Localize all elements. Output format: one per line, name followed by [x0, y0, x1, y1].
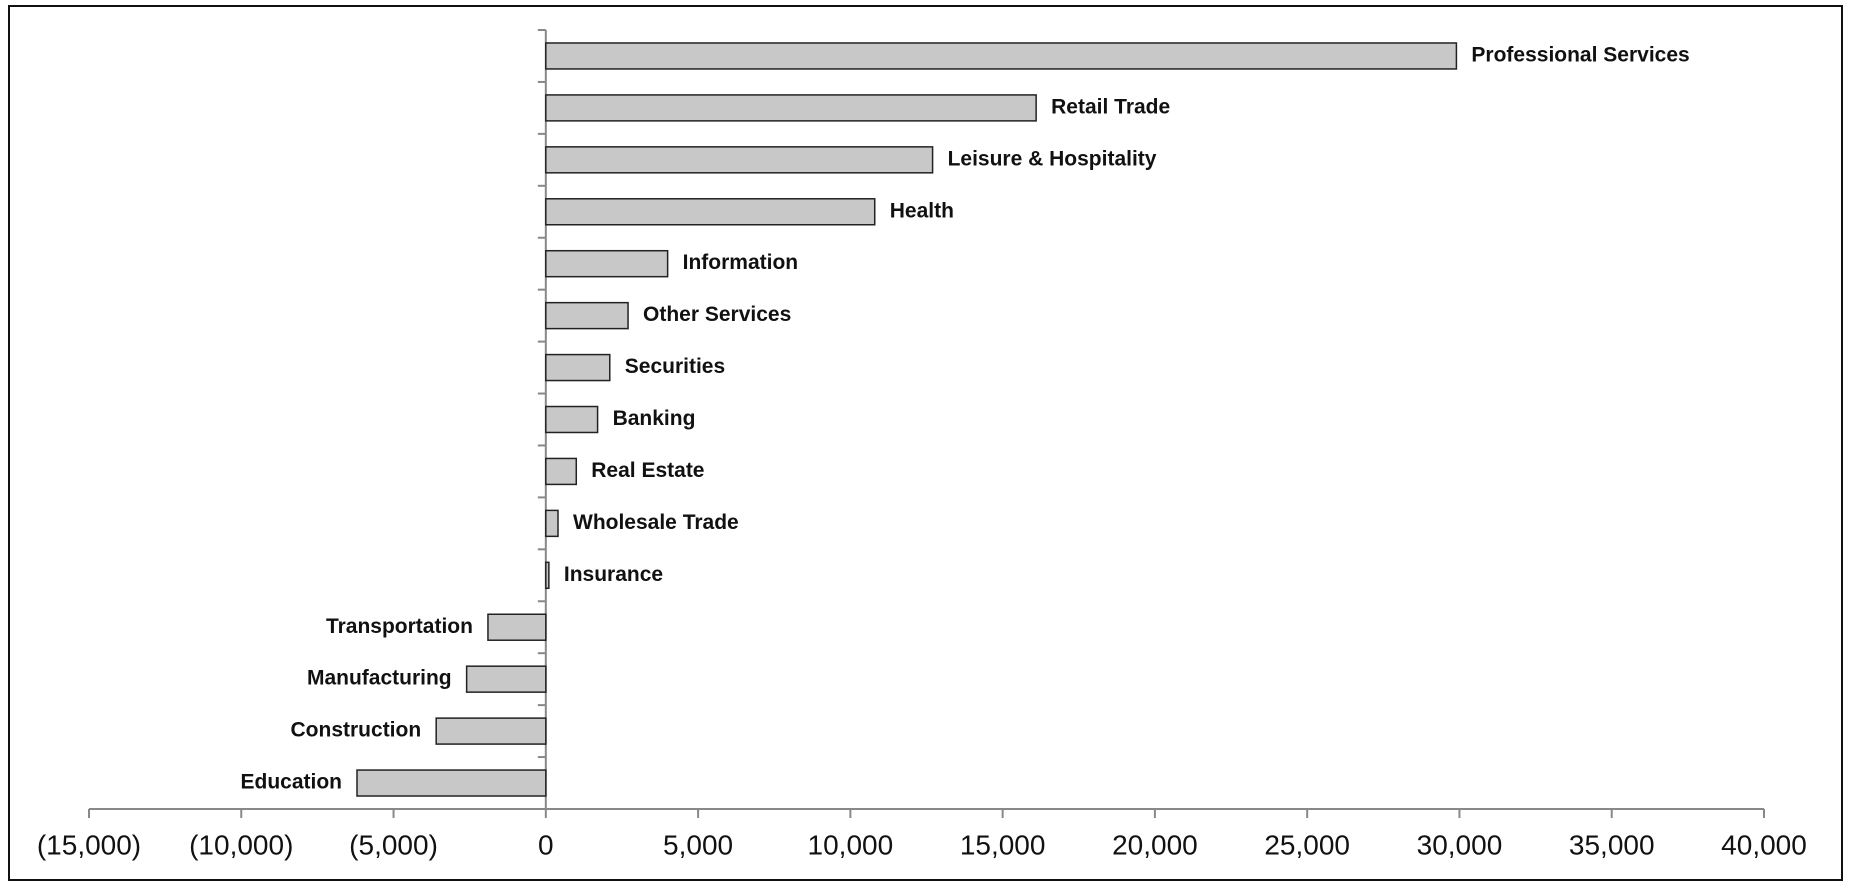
bar — [545, 509, 559, 538]
x-tick-label: 30,000 — [1417, 829, 1503, 860]
category-label: Real Estate — [591, 459, 704, 482]
category-label: Leisure & Hospitality — [948, 147, 1157, 170]
x-tick-label: 15,000 — [960, 829, 1046, 860]
bar — [545, 405, 599, 434]
category-label: Education — [240, 771, 342, 794]
category-label: Transportation — [326, 615, 473, 638]
category-label: Retail Trade — [1051, 95, 1170, 118]
category-label: Wholesale Trade — [573, 511, 739, 534]
category-label: Manufacturing — [307, 667, 452, 690]
x-tick-label: 40,000 — [1721, 829, 1807, 860]
x-tick-label: (5,000) — [349, 829, 438, 860]
category-label: Information — [683, 251, 799, 274]
bar — [487, 613, 547, 641]
bar — [545, 146, 934, 174]
bar — [435, 717, 547, 745]
bar — [545, 301, 629, 330]
bar — [545, 198, 876, 226]
chart-border — [8, 5, 1843, 881]
bar — [545, 457, 578, 486]
x-tick-label: (15,000) — [37, 829, 141, 860]
category-label: Professional Services — [1471, 44, 1689, 67]
x-tick-label: 5,000 — [663, 829, 733, 860]
category-label: Health — [890, 199, 954, 222]
category-label: Securities — [625, 355, 725, 378]
x-tick-label: 0 — [538, 829, 554, 860]
category-label: Banking — [613, 407, 696, 430]
x-tick-label: 20,000 — [1112, 829, 1198, 860]
category-label: Construction — [291, 719, 422, 742]
x-tick-label: 25,000 — [1264, 829, 1350, 860]
x-tick-label: 35,000 — [1569, 829, 1655, 860]
bar — [545, 353, 611, 382]
bar — [545, 94, 1037, 122]
bar — [465, 665, 547, 693]
x-tick-label: 10,000 — [808, 829, 894, 860]
category-label: Other Services — [643, 303, 791, 326]
category-label: Insurance — [564, 563, 663, 586]
bar — [545, 42, 1458, 70]
bar — [356, 769, 547, 797]
x-tick-label: (10,000) — [189, 829, 293, 860]
bar — [545, 561, 550, 590]
bar — [545, 249, 669, 278]
